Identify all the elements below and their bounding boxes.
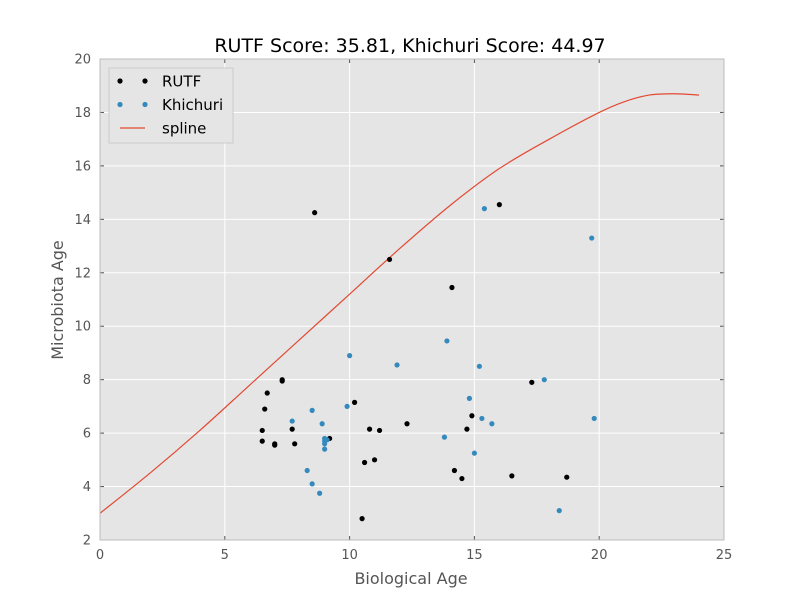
y-tick-label: 14 bbox=[74, 213, 91, 228]
legend-label: RUTF bbox=[162, 73, 201, 91]
rutf-point bbox=[259, 427, 265, 434]
rutf-point bbox=[459, 475, 465, 482]
y-tick-label: 2 bbox=[83, 534, 91, 549]
axes: 0 5 10 15 20 25 2 4 6 8 10 12 14 16 18 20 bbox=[74, 53, 732, 564]
y-tick-label: 8 bbox=[83, 373, 91, 388]
rutf-point bbox=[469, 413, 475, 419]
rutf-point bbox=[292, 441, 298, 447]
khichuri-point bbox=[444, 338, 450, 344]
rutf-point bbox=[361, 459, 368, 466]
legend-label: Khichuri bbox=[162, 96, 223, 114]
khichuri-point bbox=[322, 441, 328, 447]
rutf-point bbox=[371, 457, 378, 463]
x-tick-label: 15 bbox=[466, 548, 483, 563]
x-axis-label: Biological Age bbox=[354, 569, 467, 588]
x-tick-label: 25 bbox=[716, 548, 733, 563]
y-axis-label: Microbiota Age bbox=[48, 240, 67, 360]
khichuri-point bbox=[317, 490, 323, 496]
rutf-point bbox=[272, 442, 278, 448]
rutf-point bbox=[351, 399, 358, 405]
legend-swatch-marker bbox=[117, 78, 123, 84]
rutf-point bbox=[264, 390, 270, 396]
khichuri-point bbox=[309, 407, 315, 413]
rutf-point bbox=[509, 473, 515, 479]
khichuri-point bbox=[591, 415, 597, 422]
rutf-point bbox=[449, 284, 455, 291]
khichuri-point bbox=[556, 508, 562, 514]
x-tick-label: 0 bbox=[96, 548, 104, 563]
khichuri-point bbox=[347, 353, 353, 359]
legend-box bbox=[108, 67, 234, 144]
khichuri-point bbox=[304, 467, 310, 474]
rutf-point bbox=[359, 516, 365, 522]
khichuri-point bbox=[394, 362, 400, 368]
y-tick-label: 18 bbox=[74, 106, 91, 121]
x-tick-label: 10 bbox=[341, 548, 358, 563]
khichuri-point bbox=[481, 206, 487, 212]
rutf-point bbox=[451, 467, 458, 474]
rutf-point bbox=[289, 426, 295, 432]
y-tick-label: 4 bbox=[83, 480, 91, 495]
y-tick-label: 12 bbox=[74, 266, 91, 281]
khichuri-point bbox=[289, 418, 295, 424]
rutf-point bbox=[464, 426, 470, 432]
khichuri-point bbox=[476, 363, 482, 369]
khichuri-point bbox=[589, 235, 595, 241]
grid bbox=[100, 59, 724, 540]
rutf-point bbox=[376, 427, 383, 434]
khichuri-point bbox=[324, 437, 330, 443]
rutf-point bbox=[404, 421, 410, 427]
rutf-point bbox=[279, 378, 285, 384]
legend: RUTF Khichuri spline bbox=[108, 67, 234, 144]
x-tick-label: 20 bbox=[591, 548, 608, 563]
legend-swatch-marker bbox=[117, 101, 123, 108]
y-tick-label: 20 bbox=[74, 53, 91, 68]
legend-label: spline bbox=[162, 120, 206, 138]
rutf-point bbox=[312, 210, 318, 216]
y-tick-label: 10 bbox=[74, 320, 91, 335]
rutf-point bbox=[496, 202, 502, 208]
y-tick-label: 6 bbox=[83, 427, 91, 442]
chart-title: RUTF Score: 35.81, Khichuri Score: 44.97 bbox=[214, 35, 605, 57]
legend-swatch-marker bbox=[142, 78, 148, 84]
plot-frame bbox=[99, 58, 725, 541]
rutf-point bbox=[262, 406, 268, 412]
rutf-point bbox=[529, 379, 535, 385]
rutf-point bbox=[386, 256, 393, 263]
khichuri-point bbox=[541, 377, 547, 383]
khichuri-point bbox=[466, 395, 473, 401]
spline-line bbox=[99, 93, 700, 514]
khichuri-point bbox=[309, 481, 315, 487]
khichuri-point bbox=[319, 421, 325, 427]
rutf-point bbox=[564, 474, 570, 480]
khichuri-point bbox=[489, 421, 495, 427]
khichuri-point bbox=[344, 403, 350, 409]
rutf-point bbox=[366, 426, 373, 432]
y-tick-label: 16 bbox=[74, 159, 91, 174]
khichuri-point bbox=[441, 434, 448, 440]
khichuri-point bbox=[322, 446, 328, 452]
spline-layer bbox=[99, 93, 700, 514]
points-layer bbox=[259, 202, 597, 522]
x-tick-label: 5 bbox=[221, 548, 229, 563]
khichuri-point bbox=[471, 450, 477, 456]
rutf-point bbox=[259, 438, 265, 444]
khichuri-point bbox=[479, 415, 485, 422]
legend-swatch-marker bbox=[142, 101, 148, 108]
